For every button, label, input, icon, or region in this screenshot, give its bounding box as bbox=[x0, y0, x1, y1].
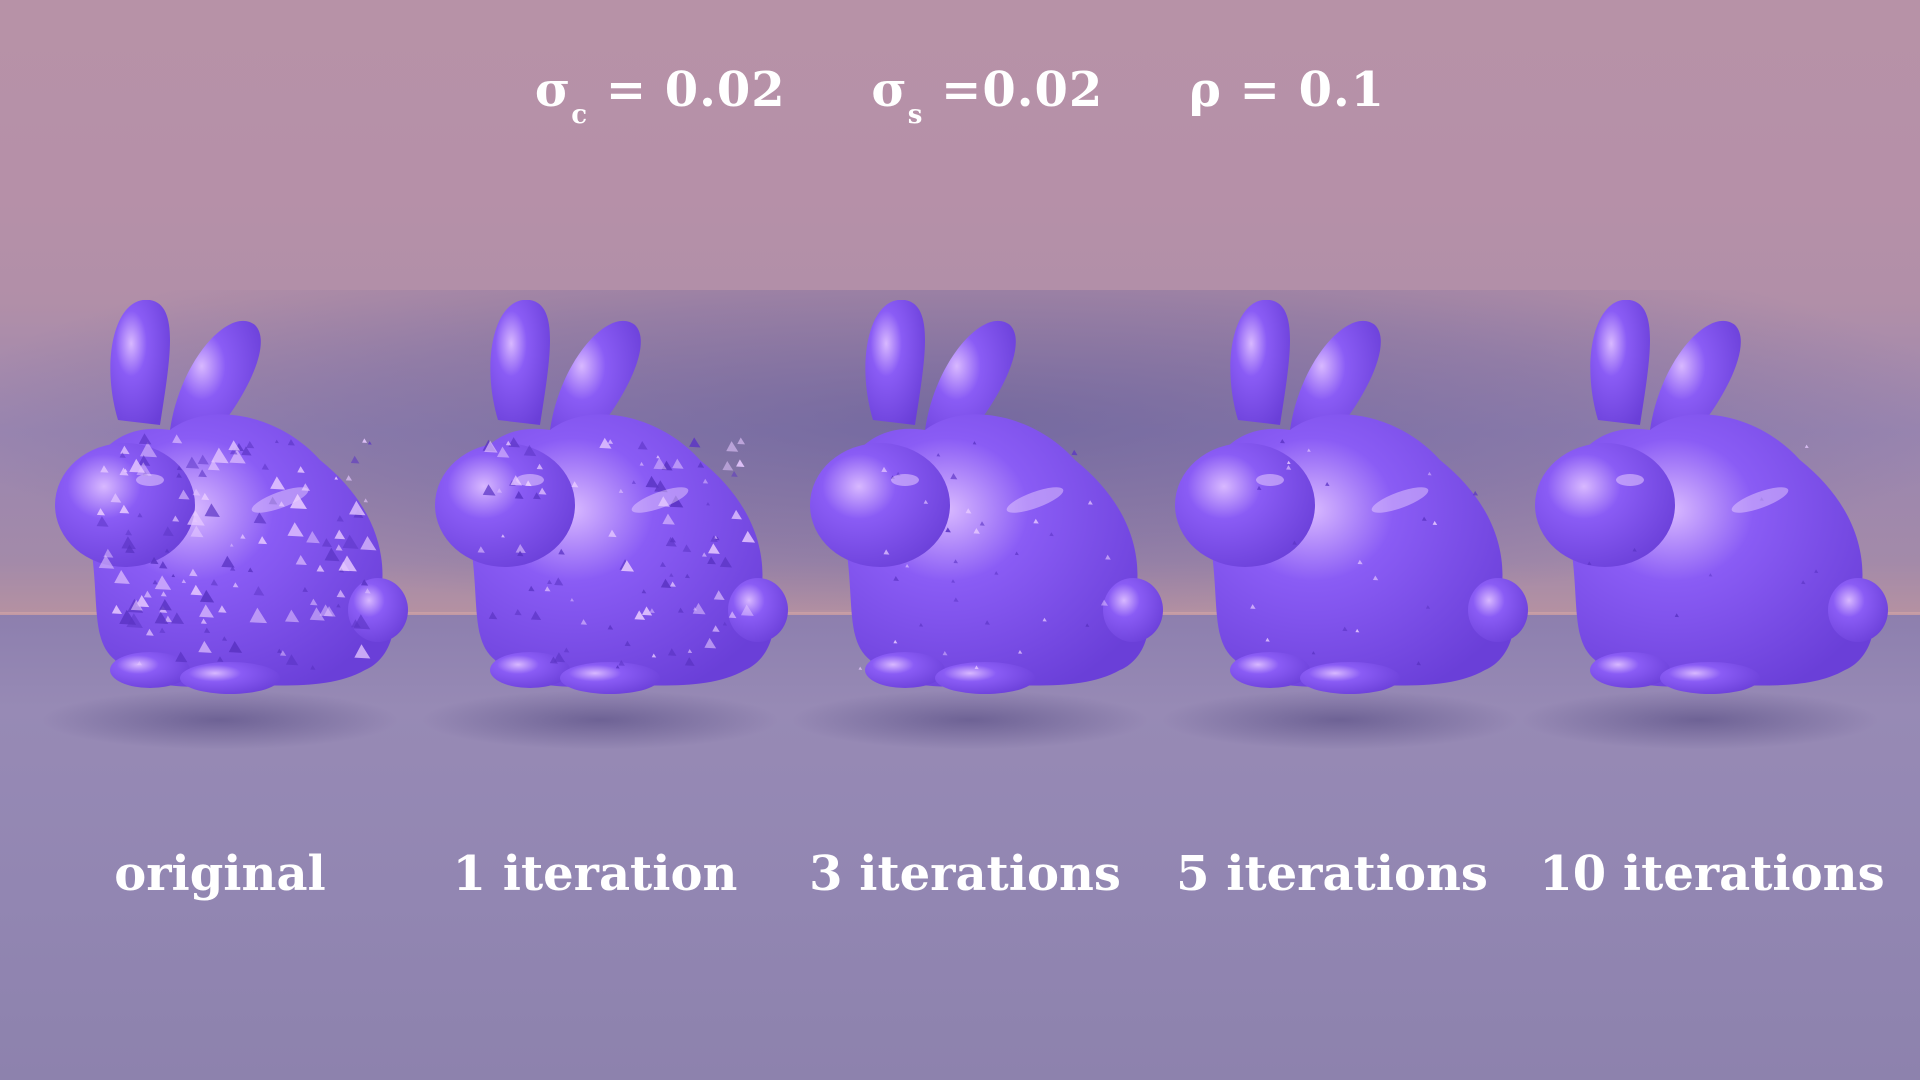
floor bbox=[0, 615, 1920, 1080]
rho-param: ρ = 0.1 bbox=[1189, 62, 1386, 118]
panel-label-5-iterations: 5 iterations bbox=[1176, 846, 1488, 902]
sigma-s-param: σs =0.02 bbox=[871, 62, 1104, 130]
bunny-shadow bbox=[790, 690, 1150, 750]
bunny-shadow bbox=[1160, 690, 1520, 750]
sigma-c-param: σc = 0.02 bbox=[534, 62, 786, 130]
bunny-original bbox=[55, 300, 408, 694]
bunny-10-iterations bbox=[1535, 300, 1888, 694]
parameter-line: σc = 0.02 σs =0.02 ρ = 0.1 bbox=[0, 62, 1920, 130]
panel-label-original: original bbox=[114, 846, 326, 902]
panel-label-10-iterations: 10 iterations bbox=[1539, 846, 1885, 902]
bunny-3-iterations bbox=[810, 300, 1163, 694]
panel-label-1-iteration: 1 iteration bbox=[452, 846, 738, 902]
bunny-1-iteration bbox=[435, 300, 788, 694]
panel-label-3-iterations: 3 iterations bbox=[809, 846, 1121, 902]
bunny-shadow bbox=[40, 690, 400, 750]
bunny-5-iterations bbox=[1175, 300, 1528, 694]
bunny-shadow bbox=[1520, 690, 1880, 750]
bunny-shadow bbox=[420, 690, 780, 750]
